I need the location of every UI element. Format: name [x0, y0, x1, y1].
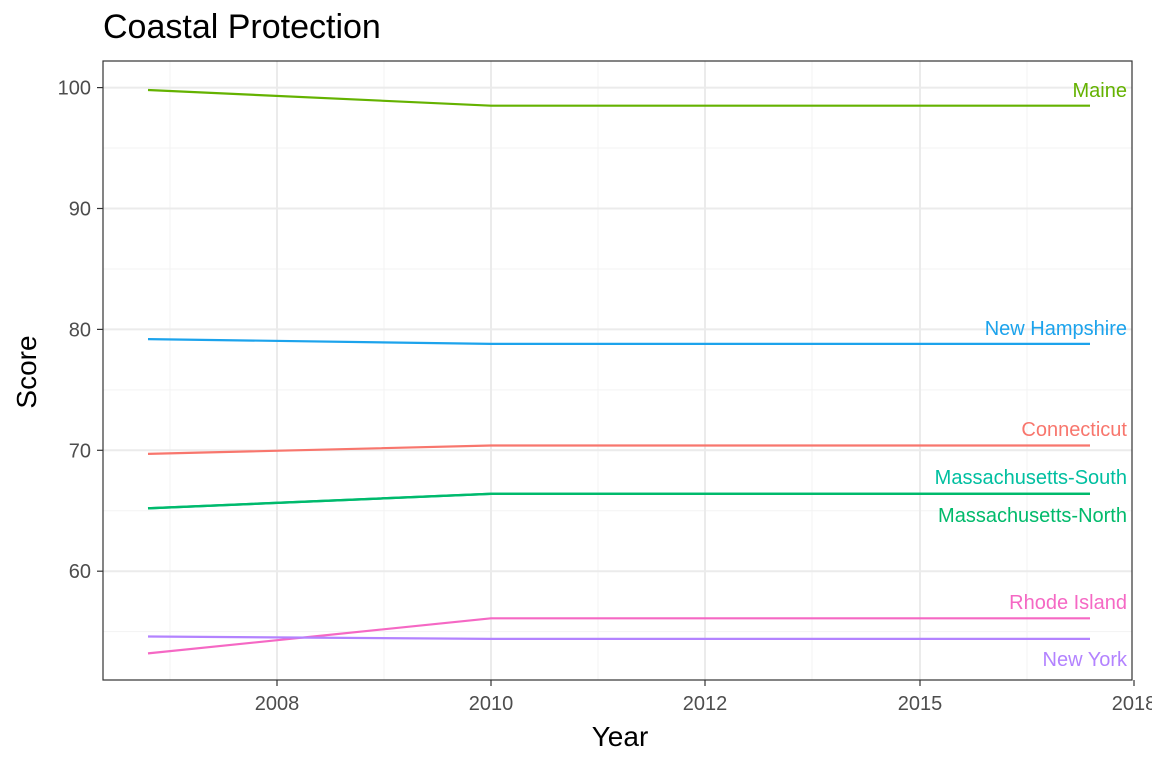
- series-label-new-york: New York: [1043, 649, 1128, 671]
- x-tick-label: 2010: [469, 693, 514, 715]
- chart-title: Coastal Protection: [103, 8, 381, 46]
- major-gridlines: [103, 61, 1132, 680]
- y-tick-label: 70: [69, 440, 91, 462]
- y-tick-label: 80: [69, 319, 91, 341]
- axes: 60 70 80 90 100 2008 2010 2012 2015 2018: [58, 78, 1152, 715]
- plot-panel: [102, 60, 1133, 681]
- series-line-new-york: [147, 635, 1090, 641]
- series-label-new-hampshire: New Hampshire: [985, 318, 1127, 340]
- series-labels: Maine New Hampshire Connecticut Massachuset…: [935, 80, 1128, 671]
- series-label-rhode-island: Rhode Island: [1009, 592, 1127, 614]
- series-lines: [147, 88, 1090, 655]
- series-label-connecticut: Connecticut: [1021, 419, 1127, 441]
- x-tick-label: 2012: [683, 693, 728, 715]
- y-tick-label: 90: [69, 198, 91, 220]
- series-line-rhode-island: [147, 617, 1090, 655]
- x-tick-label: 2018: [1112, 693, 1152, 715]
- series-line-connecticut: [147, 444, 1090, 455]
- series-label-massachusetts-south: Massachusetts-South: [935, 467, 1127, 489]
- x-tick-label: 2008: [255, 693, 300, 715]
- series-line-new-hampshire: [147, 338, 1090, 345]
- y-tick-label: 60: [69, 561, 91, 583]
- series-line-massachusetts-north: [147, 492, 1090, 510]
- series-label-massachusetts-north: Massachusetts-North: [938, 505, 1127, 527]
- x-tick-label: 2015: [898, 693, 943, 715]
- y-axis-title: Score: [11, 335, 42, 408]
- minor-gridlines: [103, 61, 1132, 680]
- x-axis-title: Year: [592, 721, 649, 752]
- y-tick-label: 100: [58, 78, 91, 100]
- series-line-maine: [147, 88, 1090, 107]
- series-label-maine: Maine: [1073, 80, 1127, 102]
